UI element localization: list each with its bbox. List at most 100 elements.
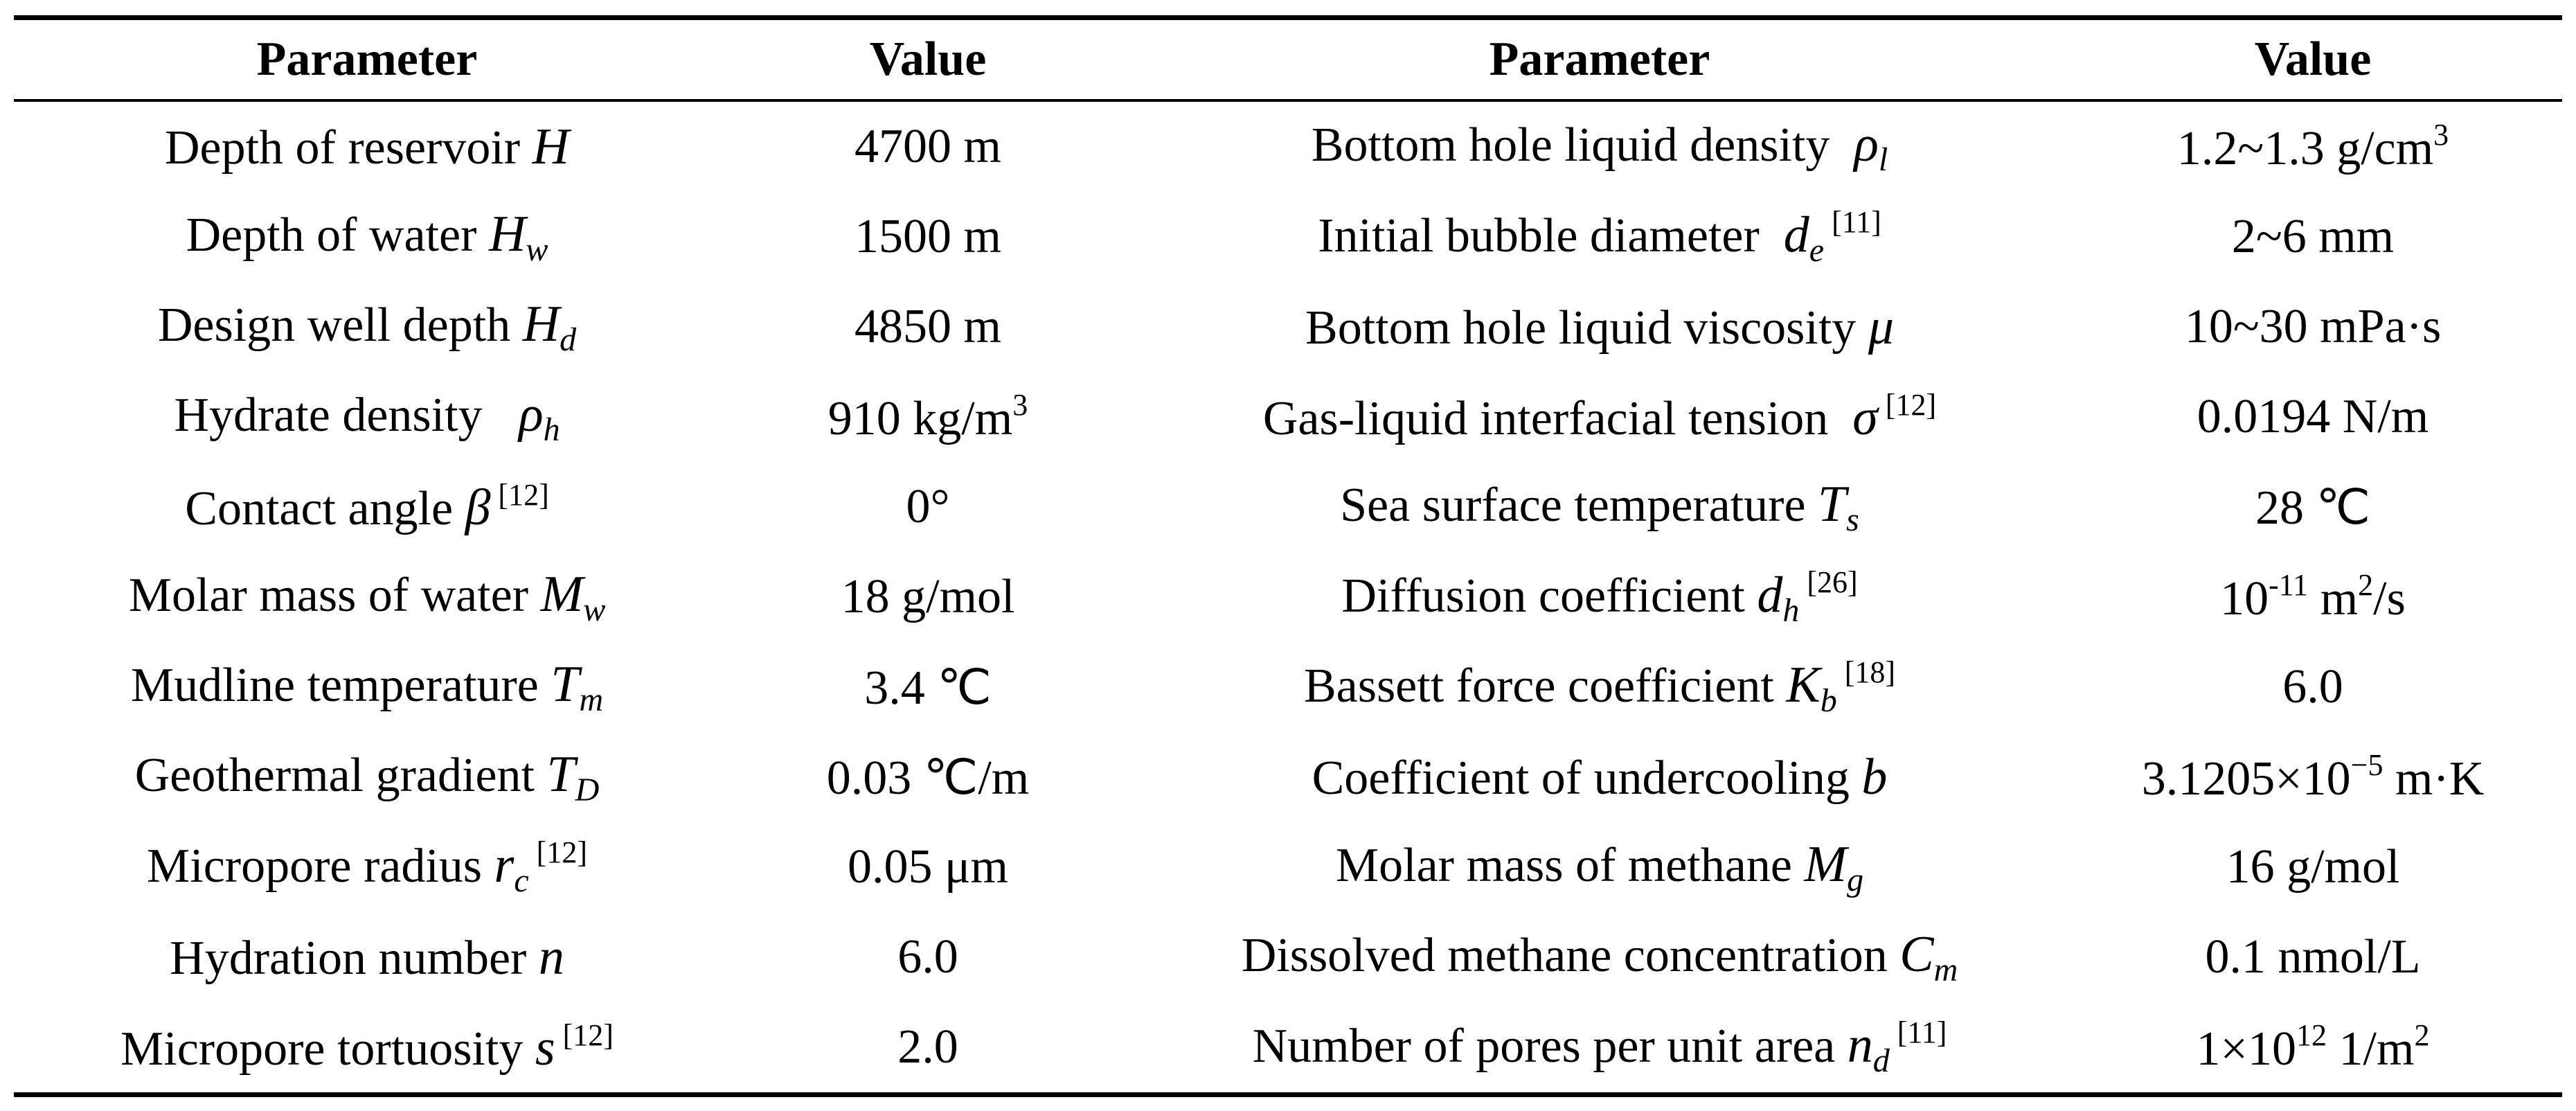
table-cell: Hydrate density ρh bbox=[14, 372, 720, 462]
cell-text: Contact angle bbox=[185, 481, 465, 535]
table-cell: 0.1 nmol/L bbox=[2064, 912, 2562, 1002]
table-cell: 4850 m bbox=[720, 282, 1136, 372]
cell-text: Hydrate density bbox=[174, 389, 519, 442]
cell-text: Initial bubble diameter bbox=[1318, 209, 1784, 263]
cell-text: Micropore radius bbox=[147, 839, 494, 893]
cell-text: Geothermal gradient bbox=[134, 749, 547, 802]
cell-i: H bbox=[522, 296, 560, 353]
cell-sup: [12] bbox=[1877, 387, 1937, 422]
table-cell: 3.1205×10−5 m·K bbox=[2064, 732, 2562, 822]
table-cell: 10-11 m2/s bbox=[2064, 552, 2562, 642]
table-cell: 0.03 ℃/m bbox=[720, 732, 1136, 822]
table-cell: Dissolved methane concentration Cm bbox=[1136, 912, 2064, 1002]
table-cell: 0.0194 N/m bbox=[2064, 372, 2562, 462]
cell-text: 16 g/mol bbox=[2226, 840, 2400, 894]
table-cell: Coefficient of undercooling b bbox=[1136, 732, 2064, 822]
table-cell: 28 ℃ bbox=[2064, 462, 2562, 552]
cell-text: Bassett force coefficient bbox=[1303, 659, 1787, 713]
cell-i: K bbox=[1786, 657, 1821, 713]
table-cell: 2~6 mm bbox=[2064, 192, 2562, 282]
cell-text: 6.0 bbox=[897, 930, 958, 984]
table-cell: Bottom hole liquid viscosity μ bbox=[1136, 282, 2064, 372]
cell-text: 18 g/mol bbox=[841, 570, 1015, 623]
table-cell: 1.2~1.3 g/cm3 bbox=[2064, 100, 2562, 192]
cell-sup: [12] bbox=[555, 1017, 614, 1052]
cell-text: 1×10 bbox=[2196, 1022, 2297, 1076]
table-cell: 3.4 ℃ bbox=[720, 642, 1136, 732]
cell-text: 3.1205×10 bbox=[2141, 752, 2351, 806]
cell-i: M bbox=[1804, 836, 1848, 893]
table-cell: 6.0 bbox=[720, 912, 1136, 1002]
cell-text: 1/m bbox=[2327, 1022, 2415, 1076]
cell-text: m bbox=[2308, 572, 2359, 625]
cell-i: ρ bbox=[519, 386, 544, 443]
table-cell: Depth of water Hw bbox=[14, 192, 720, 282]
cell-text: 2.0 bbox=[897, 1020, 958, 1074]
cell-sub: d bbox=[560, 321, 577, 358]
cell-text: Molar mass of water bbox=[128, 569, 541, 622]
header-cell: Value bbox=[2064, 15, 2562, 102]
cell-text: 10~30 mPa·s bbox=[2184, 300, 2442, 353]
cell-text: Depth of reservoir bbox=[164, 121, 533, 175]
cell-text: Gas-liquid interfacial tension bbox=[1262, 391, 1853, 445]
cell-text: Micropore tortuosity bbox=[120, 1022, 535, 1076]
cell-i: T bbox=[546, 746, 575, 803]
cell-sub: h bbox=[543, 411, 560, 448]
cell-i: H bbox=[532, 118, 570, 175]
cell-sup: [26] bbox=[1799, 565, 1858, 599]
cell-text: Hydration number bbox=[170, 931, 539, 985]
parameter-table: Parameter Value Parameter Value Depth of re… bbox=[14, 15, 2562, 1097]
table-cell: 18 g/mol bbox=[720, 552, 1136, 642]
cell-text: 0.1 nmol/L bbox=[2205, 930, 2421, 984]
cell-text: 910 kg/m bbox=[828, 392, 1013, 445]
table-cell: 1×1012 1/m2 bbox=[2064, 1002, 2562, 1097]
cell-sup: [11] bbox=[1824, 205, 1881, 239]
cell-i: M bbox=[540, 566, 584, 623]
table-row: Hydrate density ρh 910 kg/m3 Gas-liquid in… bbox=[14, 372, 2562, 462]
cell-text: Molar mass of methane bbox=[1335, 839, 1805, 892]
cell-text: 1500 m bbox=[855, 210, 1001, 263]
table-row: Depth of water Hw 1500 m Initial bubble di… bbox=[14, 192, 2562, 282]
table-row: Micropore radius rc [12] 0.05 μm Molar mas… bbox=[14, 822, 2562, 912]
cell-text: 0.03 ℃/m bbox=[826, 751, 1030, 805]
cell-i: ρ bbox=[1854, 116, 1879, 172]
header-cell: Value bbox=[720, 15, 1136, 102]
table-row: Depth of reservoir H 4700 m Bottom hole li… bbox=[14, 100, 2562, 192]
cell-text: Bottom hole liquid viscosity bbox=[1305, 301, 1868, 355]
table-cell: 1500 m bbox=[720, 192, 1136, 282]
cell-sub: h bbox=[1782, 592, 1800, 629]
table-cell: Micropore tortuosity s [12] bbox=[14, 1002, 720, 1097]
cell-sub: e bbox=[1809, 232, 1825, 269]
table-cell: Bottom hole liquid density ρl bbox=[1136, 100, 2064, 192]
cell-i: s bbox=[535, 1019, 555, 1076]
cell-i: r bbox=[494, 837, 515, 894]
cell-text: 0.05 μm bbox=[848, 840, 1008, 894]
cell-i: b bbox=[1861, 748, 1888, 806]
cell-sup: [12] bbox=[528, 835, 587, 869]
cell-i: T bbox=[551, 656, 580, 713]
cell-i: H bbox=[488, 206, 526, 263]
table-container: Parameter Value Parameter Value Depth of re… bbox=[14, 15, 2562, 1097]
cell-text: 1.2~1.3 g/cm bbox=[2176, 122, 2434, 175]
cell-sup: 2 bbox=[2414, 1018, 2430, 1052]
table-cell: Gas-liquid interfacial tension σ [12] bbox=[1136, 372, 2064, 462]
cell-sub: l bbox=[1878, 141, 1888, 178]
cell-text: 2~6 mm bbox=[2231, 210, 2395, 263]
cell-text: 6.0 bbox=[2282, 660, 2343, 713]
table-row: Molar mass of water Mw 18 g/mol Diffusion … bbox=[14, 552, 2562, 642]
table-cell: Bassett force coefficient Kb [18] bbox=[1136, 642, 2064, 732]
cell-text: /s bbox=[2373, 572, 2406, 625]
table-cell: Number of pores per unit area nd [11] bbox=[1136, 1002, 2064, 1097]
cell-sub: w bbox=[583, 592, 606, 628]
header-row: Parameter Value Parameter Value bbox=[14, 15, 2562, 102]
cell-sup: -11 bbox=[2269, 568, 2309, 602]
table-cell: 6.0 bbox=[2064, 642, 2562, 732]
cell-text: 4850 m bbox=[855, 300, 1001, 353]
cell-text: Depth of water bbox=[186, 208, 489, 262]
cell-sub: d bbox=[1872, 1042, 1890, 1079]
table-cell: Diffusion coefficient dh [26] bbox=[1136, 552, 2064, 642]
cell-sup: −5 bbox=[2350, 748, 2383, 782]
cell-text: Coefficient of undercooling bbox=[1312, 751, 1862, 805]
cell-text: Mudline temperature bbox=[130, 659, 551, 712]
